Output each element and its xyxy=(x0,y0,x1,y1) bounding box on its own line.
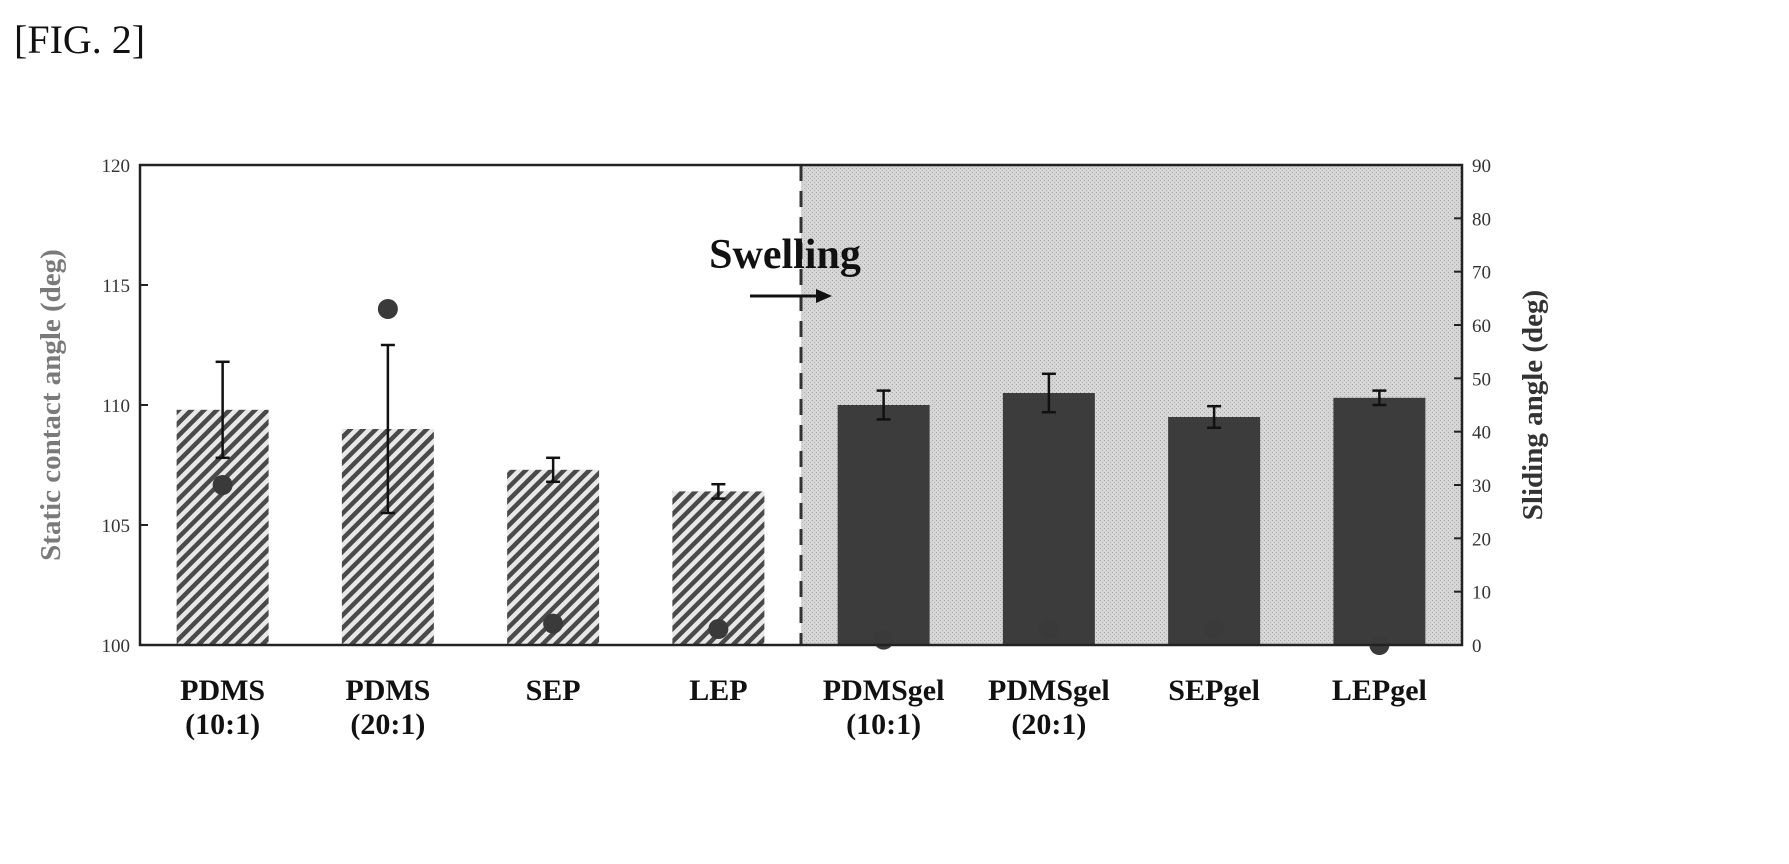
error-bars-layer xyxy=(215,343,1387,515)
point-2 xyxy=(543,613,564,634)
left-tick-label: 105 xyxy=(102,516,131,537)
left-tick-label: 110 xyxy=(102,396,130,417)
bar-7 xyxy=(1333,397,1426,645)
category-label-0: (10:1) xyxy=(185,708,260,741)
point-3 xyxy=(708,619,729,639)
category-labels: PDMS(10:1)PDMS(20:1)SEP LEP PDMSgel(10:1)P… xyxy=(180,674,1427,741)
left-tick-label: 100 xyxy=(102,636,131,657)
category-label-3: LEP xyxy=(689,674,747,707)
right-axis-ticks: 0 10 20 30 40 50 60 70 80 90 xyxy=(1454,156,1491,657)
point-5 xyxy=(1038,619,1059,639)
bar-6 xyxy=(1168,417,1261,645)
figure-label: [FIG. 2] xyxy=(14,17,146,62)
error-bar-7 xyxy=(1372,389,1387,407)
right-tick-label: 30 xyxy=(1472,476,1491,497)
point-0 xyxy=(212,475,233,495)
category-label-1: (20:1) xyxy=(350,708,425,741)
right-tick-label: 40 xyxy=(1472,423,1491,444)
right-tick-label: 20 xyxy=(1472,529,1491,550)
right-tick-label: 50 xyxy=(1472,369,1491,390)
category-label-1: PDMS xyxy=(345,674,430,707)
category-label-4: PDMSgel xyxy=(823,674,945,707)
category-label-2: SEP xyxy=(526,674,581,707)
category-label-7: LEPgel xyxy=(1332,674,1427,707)
category-label-6: SEPgel xyxy=(1168,674,1260,707)
right-tick-label: 0 xyxy=(1472,636,1482,657)
error-bar-0 xyxy=(215,360,230,460)
right-axis-label: Sliding angle (deg) xyxy=(1517,290,1549,520)
error-bar-5 xyxy=(1041,372,1056,414)
bar-5 xyxy=(1002,393,1095,645)
bar-4 xyxy=(837,405,930,645)
category-label-0: PDMS xyxy=(180,674,265,707)
category-label-5: (20:1) xyxy=(1011,708,1086,741)
left-axis-ticks: 100 105 110 115 120 xyxy=(102,156,148,657)
right-tick-label: 80 xyxy=(1472,209,1491,230)
right-tick-label: 90 xyxy=(1472,156,1491,177)
error-bar-1 xyxy=(380,343,395,515)
error-bar-2 xyxy=(546,456,561,484)
category-label-5: PDMSgel xyxy=(988,674,1110,707)
left-axis-label: Static contact angle (deg) xyxy=(35,249,67,561)
point-4 xyxy=(873,629,894,650)
point-6 xyxy=(1204,619,1225,639)
error-bar-6 xyxy=(1207,404,1222,430)
error-bar-4 xyxy=(876,389,891,421)
swelling-annotation: Swelling xyxy=(709,232,861,278)
points-layer xyxy=(212,299,1390,655)
swelling-arrow xyxy=(750,289,832,303)
right-tick-label: 60 xyxy=(1472,316,1491,337)
point-1 xyxy=(377,299,398,319)
right-tick-label: 10 xyxy=(1472,583,1491,604)
category-label-4: (10:1) xyxy=(846,708,921,741)
right-tick-label: 70 xyxy=(1472,263,1491,284)
error-bar-3 xyxy=(711,482,726,500)
left-tick-label: 120 xyxy=(102,156,131,177)
left-tick-label: 115 xyxy=(102,276,130,297)
